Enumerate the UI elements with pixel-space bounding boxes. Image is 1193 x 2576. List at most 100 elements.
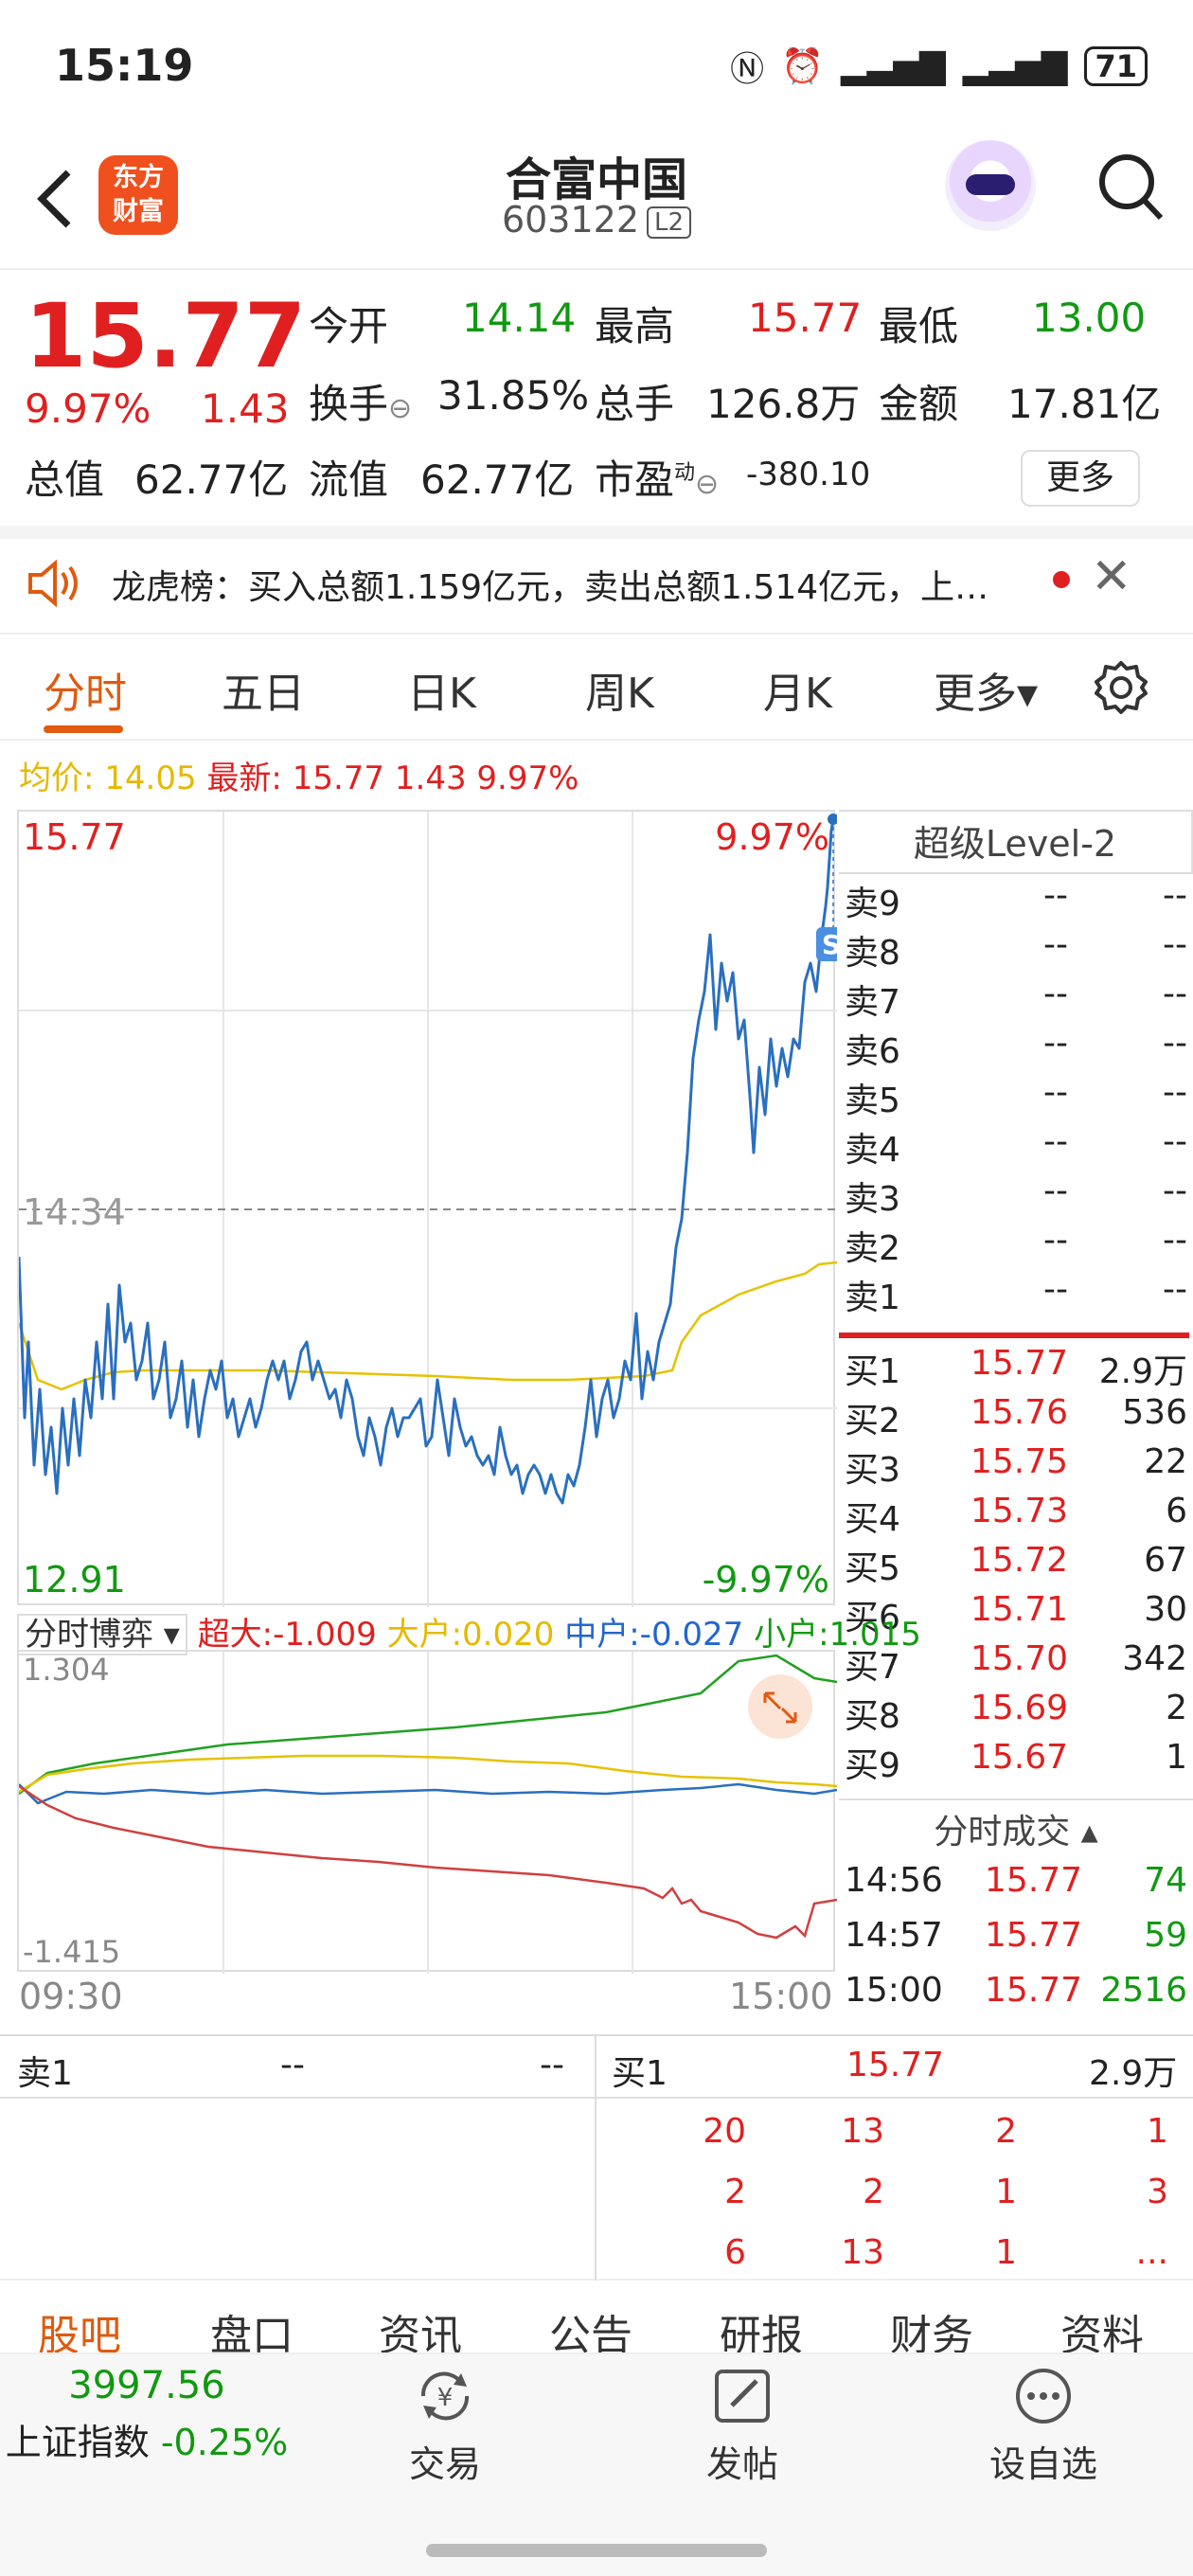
low-value: 13.00 [1032,295,1147,341]
home-indicator[interactable] [426,2544,767,2557]
trade-button[interactable]: ¥ 交易 [379,2366,511,2487]
super-large-line [18,1784,838,1940]
ask-row: 卖1 -- -- [845,1270,1187,1317]
change-amount: 1.43 [201,385,290,432]
trade-row: 14:56 15.77 74 [845,1861,1187,1900]
battery-icon: 71 [1084,46,1148,86]
bottom-bar: 3997.56 上证指数 -0.25% ¥ 交易 发帖 设自选 [0,2352,1193,2576]
bid-row: 买3 15.75 22 [845,1442,1187,1490]
gear-icon[interactable] [1093,659,1149,720]
queue-ask-price: -- [280,2046,305,2084]
bid-row: 买4 15.73 6 [845,1492,1187,1539]
tab-more[interactable]: 更多▾ [934,670,1039,718]
last-price: 15.77 [25,285,307,388]
axis-top-price: 15.77 [23,816,126,858]
large-investor-line [18,1754,838,1794]
battle-selector[interactable]: 分时博弈 ▾ [17,1614,187,1655]
axis-bottom-pct: -9.97% [703,1559,829,1601]
add-watchlist-button[interactable]: 设自选 [968,2366,1119,2487]
low-label: 最低 [879,303,959,349]
axis-mid-price: 14.34 [23,1191,126,1233]
queue-cell: ... [1135,2233,1168,2272]
open-value: 14.14 [462,295,577,341]
tab-profile[interactable]: 资料 [1060,2312,1144,2352]
ask-row: 卖6 -- -- [845,1024,1187,1071]
battle-ymax: 1.304 [23,1652,110,1688]
speaker-icon [27,559,83,611]
time-end: 15:00 [729,1976,833,2017]
tab-research[interactable]: 研报 [720,2312,803,2352]
tab-monthly-k[interactable]: 月K [763,670,832,718]
nfc-icon: Ⓝ [730,50,765,89]
signal-icon-2: ▂▃▅▇ [962,46,1068,86]
bid-row: 买6 15.71 30 [845,1590,1187,1637]
edit-icon [715,2370,770,2423]
fund-flow-chart[interactable]: 1.304 -1.415 [17,1650,838,1974]
volume-value: 126.8万 [706,381,861,427]
amount-value: 17.81亿 [1007,381,1162,427]
queue-cell: 1 [995,2173,1017,2211]
tab-finance[interactable]: 财务 [890,2312,973,2352]
super-large-value: -1.009 [273,1616,377,1654]
stock-name: 合富中国 [505,153,687,206]
bid-row: 买8 15.69 2 [845,1689,1187,1736]
level2-orderbook[interactable]: 超级Level-2 卖9 -- -- 卖8 -- -- 卖7 -- -- 卖6 -- -- 卖5 -- --… [839,810,1193,2031]
status-time: 15:19 [55,40,194,91]
post-button[interactable]: 发帖 [676,2366,809,2487]
bid-row: 买1 15.77 2.9万 [845,1344,1187,1391]
intraday-chart[interactable]: S 15.77 9.97% 14.34 12.91 -9.97% [17,810,846,1607]
small-value: 1.015 [828,1616,921,1654]
tab-pankou[interactable]: 盘口 [210,2312,294,2352]
bid-row: 买9 15.67 1 [845,1738,1187,1785]
float-value: 62.77亿 [420,456,575,503]
index-name: 上证指数 [5,2422,150,2463]
more-quote-button[interactable]: 更多 [1021,450,1140,507]
mcap-label: 总值 [25,456,105,503]
orderbook-title[interactable]: 超级Level-2 [839,810,1193,874]
index-widget[interactable]: 3997.56 上证指数 -0.25% [0,2364,294,2465]
price-line [17,817,837,1505]
back-icon[interactable] [28,161,85,237]
chart-tabs: 分时 五日 日K 周K 月K 更多▾ [0,635,1193,741]
turnover-label: 换手⊖ [309,381,413,427]
queue-cell: 20 [703,2112,746,2151]
intraday-summary: 均价: 14.05 最新: 15.77 1.43 9.97% [19,760,579,797]
tab-weekly-k[interactable]: 周K [585,670,654,718]
search-icon[interactable] [1096,144,1166,225]
mcap-value: 62.77亿 [134,456,289,503]
notice-text: 龙虎榜：买入总额1.159亿元，卖出总额1.514亿元，上… [112,568,989,607]
assistant-robot-icon[interactable] [945,140,1036,231]
tab-announcements[interactable]: 公告 [549,2312,632,2352]
ask-row: 卖9 -- -- [845,876,1187,923]
queue-bid-vol: 2.9万 [1089,2054,1178,2093]
time-start: 09:30 [19,1976,123,2017]
queue-cell: 6 [724,2233,746,2272]
tab-guba[interactable]: 股吧 [38,2312,121,2352]
mid-value: -0.027 [639,1616,744,1654]
tab-news[interactable]: 资讯 [379,2312,462,2352]
close-icon[interactable]: ✕ [1091,548,1132,605]
large-value: 0.020 [462,1616,555,1654]
trade-icon: ¥ [420,2371,470,2421]
signal-icon: ▂▃▅▇ [840,46,946,86]
axis-bottom-price: 12.91 [23,1559,126,1601]
high-label: 最高 [595,303,675,349]
trades-title[interactable]: 分时成交 ▴ [934,1813,1098,1852]
trade-row: 15:00 15.77 2516 [845,1971,1187,2010]
queue-cell: 2 [995,2112,1017,2151]
tab-five-day[interactable]: 五日 [222,670,305,718]
unread-dot [1053,571,1070,588]
tab-intraday[interactable]: 分时 [44,670,127,718]
tab-daily-k[interactable]: 日K [407,670,476,718]
change-pct: 9.97% [25,385,151,432]
float-label: 流值 [309,456,389,503]
pe-info-icon[interactable]: ⊖ [695,468,720,501]
svg-text:¥: ¥ [437,2384,454,2412]
status-bar: 15:19 Ⓝ ⏰ ▂▃▅▇ ▂▃▅▇ 71 [0,0,1193,133]
stock-code: 603122 L2 [0,199,1193,241]
high-value: 15.77 [748,295,863,341]
notice-bar[interactable]: 龙虎榜：买入总额1.159亿元，卖出总额1.514亿元，上… ✕ [0,526,1193,635]
avg-price-line [17,1261,838,1391]
info-icon[interactable]: ⊖ [388,392,413,425]
open-label: 今开 [309,303,389,349]
